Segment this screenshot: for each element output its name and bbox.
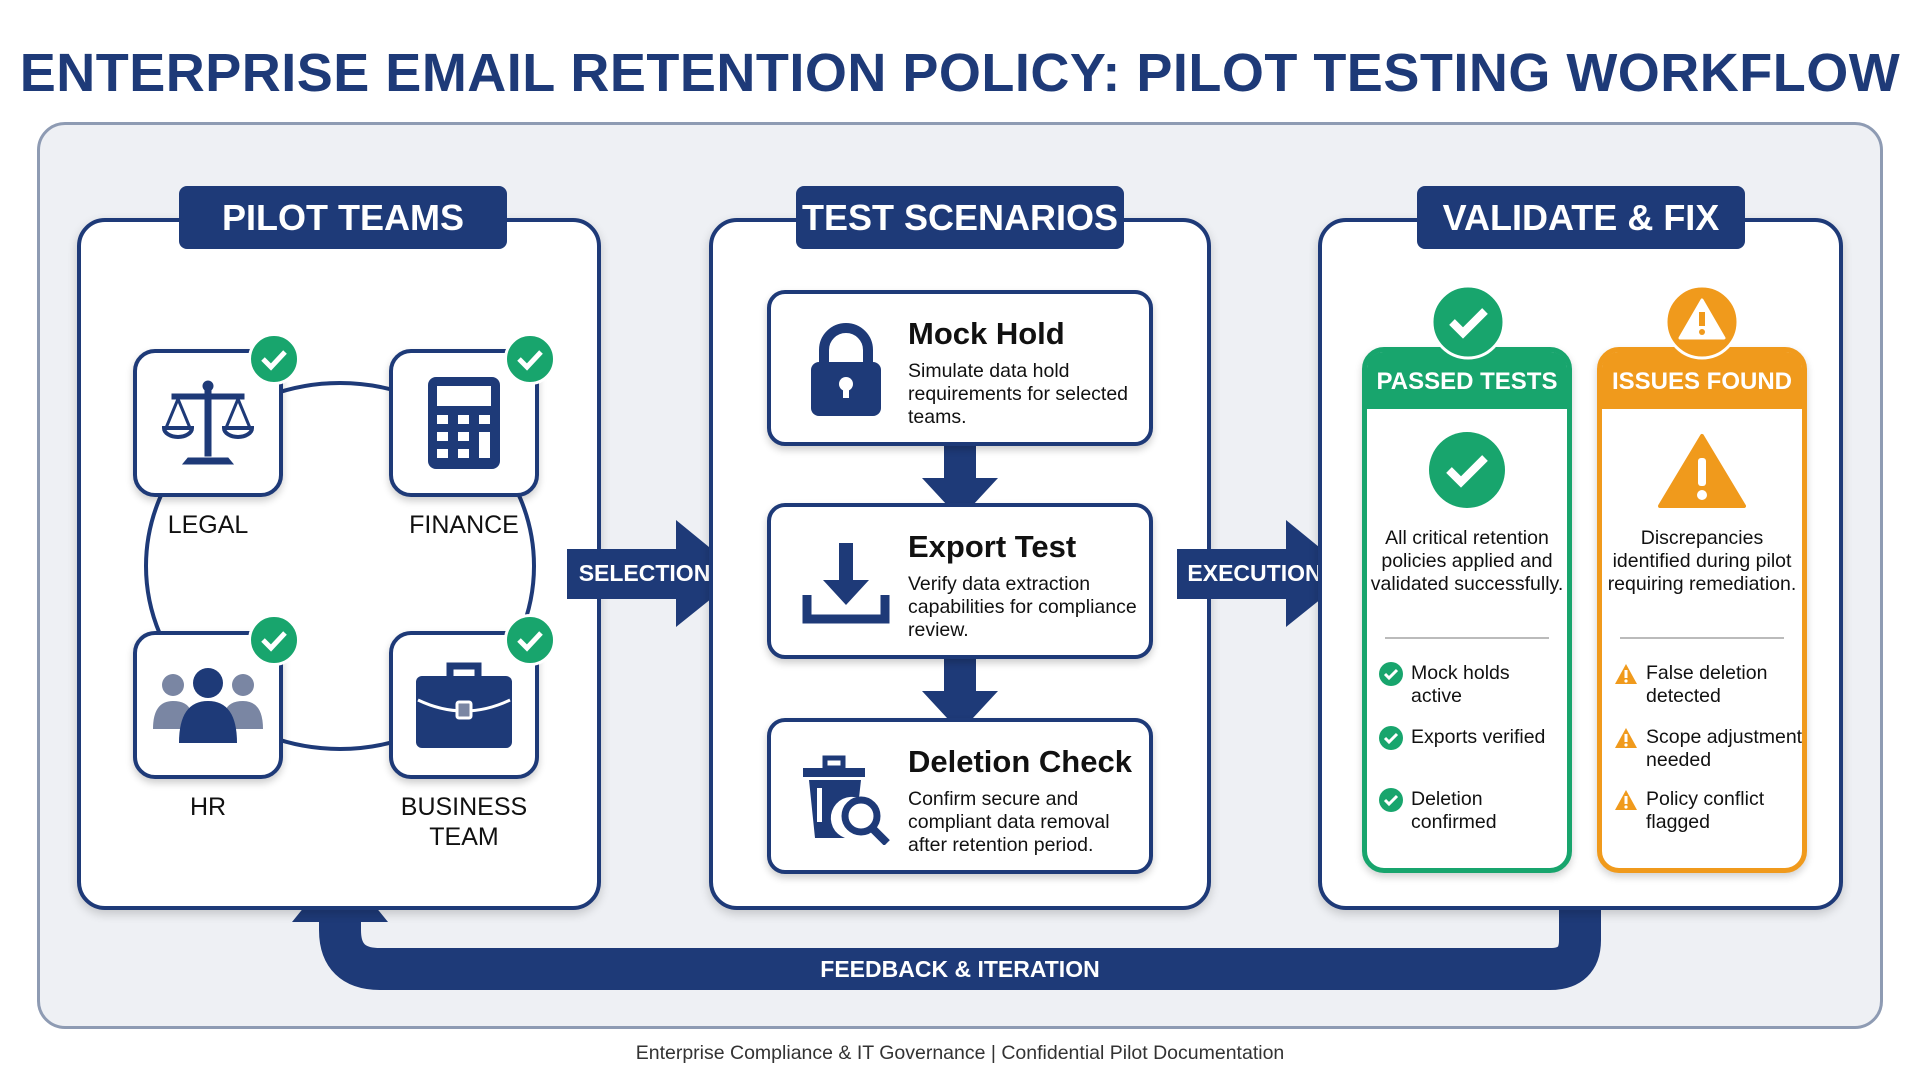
team-card-finance[interactable] (389, 349, 539, 497)
briefcase-icon (416, 662, 512, 748)
passed-tests-card: PASSED TESTS All critical retention poli… (1362, 347, 1572, 873)
team-card-business-team[interactable] (389, 631, 539, 779)
lock-icon (811, 323, 881, 416)
scenario-title: Export Test (908, 529, 1077, 564)
team-label: BUSINESS TEAM (400, 793, 528, 851)
passed-item: Exports verified (1379, 726, 1545, 750)
check-circle-icon (1379, 788, 1403, 812)
feedback-label: FEEDBACK & ITERATION (820, 956, 1100, 982)
scales-icon (161, 380, 255, 465)
issue-item: Scope adjustment needed (1614, 726, 1816, 772)
warning-icon (1615, 728, 1637, 748)
selection-label: SELECTION (578, 560, 711, 586)
warning-icon (1615, 664, 1637, 684)
check-circle-icon (1379, 662, 1403, 686)
execution-label: EXECUTION (1187, 560, 1322, 586)
team-card-legal[interactable] (133, 349, 283, 497)
test-scenarios-header: TEST SCENARIOS (796, 186, 1124, 249)
warning-icon (1658, 434, 1746, 508)
page-title: ENTERPRISE EMAIL RETENTION POLICY: PILOT… (19, 43, 1901, 103)
passed-badge-check-icon (1430, 284, 1506, 360)
scenario-export-test[interactable]: Export Test Verify data extraction capab… (767, 503, 1153, 659)
passed-desc: All critical retention policies applied … (1370, 527, 1564, 595)
team-label: FINANCE (409, 511, 519, 539)
scenario-title: Deletion Check (908, 744, 1132, 779)
check-icon (504, 333, 556, 385)
check-icon (248, 333, 300, 385)
issues-found-title: ISSUES FOUND (1602, 352, 1802, 409)
passed-item: Deletion confirmed (1379, 788, 1531, 834)
issue-item: False deletion detected (1614, 662, 1806, 708)
scenario-deletion-check[interactable]: Deletion Check Confirm secure and compli… (767, 718, 1153, 874)
warning-icon (1615, 790, 1637, 810)
pilot-teams-header: PILOT TEAMS (179, 186, 507, 249)
issues-badge-warning-icon (1664, 284, 1740, 360)
scenario-title: Mock Hold (908, 316, 1065, 351)
check-icon (248, 614, 300, 666)
check-icon (504, 614, 556, 666)
people-icon (153, 668, 263, 743)
execution-arrow (1177, 520, 1352, 627)
trash-search-icon (803, 755, 890, 845)
passed-tests-title: PASSED TESTS (1367, 352, 1567, 409)
team-label: HR (189, 793, 227, 821)
divider (1620, 637, 1784, 639)
down-arrow (922, 657, 998, 732)
scenario-desc: Confirm secure and compliant data remova… (908, 788, 1110, 856)
download-icon (802, 543, 890, 624)
scenario-desc: Simulate data hold requirements for sele… (908, 360, 1129, 428)
team-label: LEGAL (167, 511, 249, 539)
divider (1385, 637, 1549, 639)
check-circle-icon (1379, 726, 1403, 750)
scenario-mock-hold[interactable]: Mock Hold Simulate data hold requirement… (767, 290, 1153, 446)
issues-found-card: ISSUES FOUND Discrepancies identified du… (1597, 347, 1807, 873)
down-arrow (922, 444, 998, 519)
calculator-icon (428, 377, 500, 469)
issue-item: Policy conflict flagged (1614, 788, 1796, 834)
issues-desc: Discrepancies identified during pilot re… (1607, 527, 1797, 595)
selection-arrow (567, 520, 742, 627)
team-ring (144, 381, 536, 751)
check-circle-icon (1429, 432, 1505, 508)
footer-text: Enterprise Compliance & IT Governance | … (635, 1042, 1285, 1064)
team-card-hr[interactable] (133, 631, 283, 779)
passed-item: Mock holds active (1379, 662, 1531, 708)
scenario-desc: Verify data extraction capabilities for … (908, 573, 1137, 641)
validate-fix-header: VALIDATE & FIX (1417, 186, 1745, 249)
